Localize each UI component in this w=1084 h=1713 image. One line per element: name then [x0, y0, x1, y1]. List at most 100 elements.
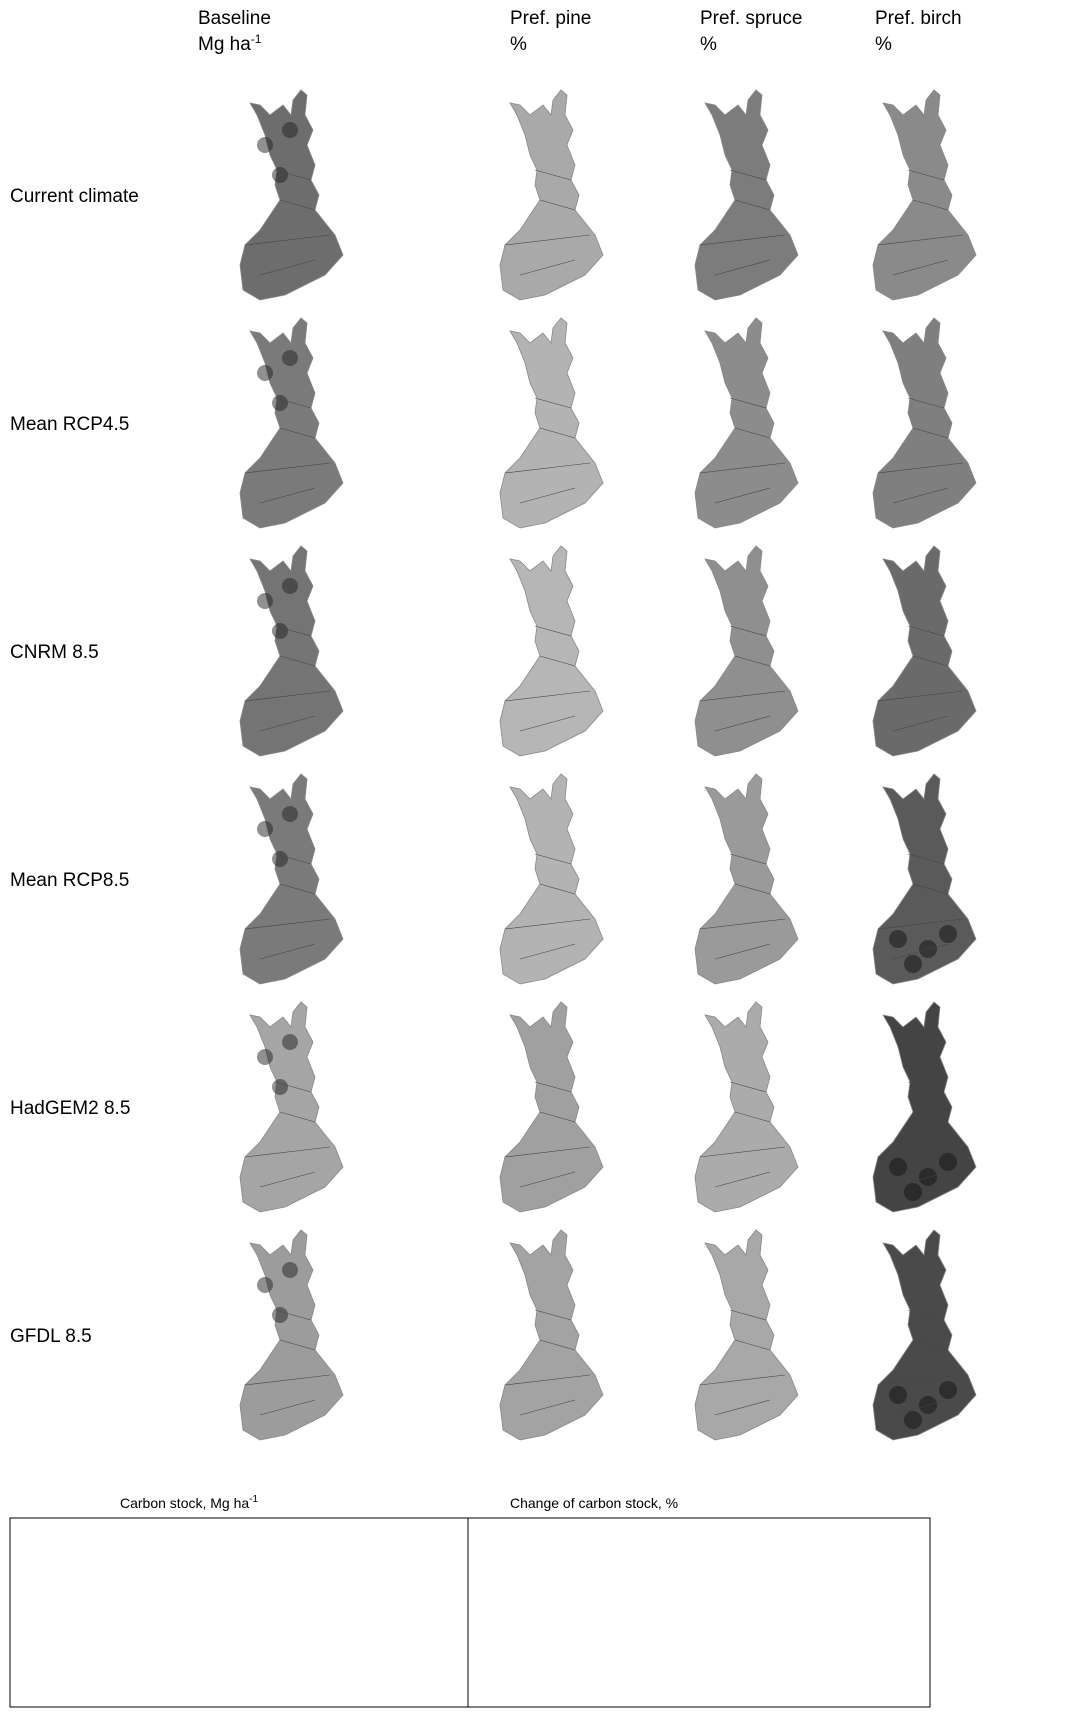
map-patch	[889, 1158, 907, 1176]
map-shape	[695, 1230, 798, 1440]
map-shape	[240, 774, 343, 984]
map-shape	[695, 774, 798, 984]
column-unit: %	[700, 34, 717, 55]
map	[500, 90, 603, 300]
legend-title: Carbon stock, Mg ha-1	[120, 1494, 259, 1511]
map	[240, 546, 343, 756]
map-shape	[873, 318, 976, 528]
map-patch	[904, 1411, 922, 1429]
map-patch	[257, 593, 273, 609]
map	[240, 90, 343, 300]
map	[500, 1002, 603, 1212]
map-patch	[889, 930, 907, 948]
map-patch	[282, 578, 298, 594]
map-shape	[240, 318, 343, 528]
map-patch	[919, 1168, 937, 1186]
map-patch	[282, 350, 298, 366]
map	[873, 774, 976, 984]
map	[240, 1230, 343, 1440]
map-patch	[939, 925, 957, 943]
map-patch	[272, 1079, 288, 1095]
map-patch	[904, 1183, 922, 1201]
figure: BaselineMg ha-1Pref. pine%Pref. spruce%P…	[0, 0, 1084, 1708]
map	[500, 318, 603, 528]
map-shape	[240, 546, 343, 756]
row-label: HadGEM2 8.5	[10, 1098, 130, 1119]
map	[873, 546, 976, 756]
row-label: GFDL 8.5	[10, 1326, 92, 1347]
map-patch	[282, 806, 298, 822]
row-label: CNRM 8.5	[10, 642, 99, 663]
map-patch	[272, 395, 288, 411]
map	[873, 318, 976, 528]
map-shape	[695, 1002, 798, 1212]
legend-title-text: Carbon stock, Mg ha	[120, 1495, 249, 1511]
map-patch	[282, 122, 298, 138]
map-shape	[500, 774, 603, 984]
column-headers: Baseline Mg ha-1 Pref. pine% Pref. spruce% P…	[198, 8, 962, 55]
map-shape	[695, 90, 798, 300]
map-patch	[272, 851, 288, 867]
column-title: Pref. spruce	[700, 8, 802, 29]
map	[695, 774, 798, 984]
column-title: Pref. birch	[875, 8, 962, 29]
map-shape	[500, 546, 603, 756]
column-title: Baseline	[198, 8, 271, 29]
map-shape	[240, 90, 343, 300]
map	[240, 318, 343, 528]
map	[873, 1002, 976, 1212]
map-patch	[257, 821, 273, 837]
unit-text: Mg ha	[198, 34, 251, 55]
map-patch	[257, 137, 273, 153]
column-unit: %	[875, 34, 892, 55]
map	[500, 546, 603, 756]
column-title: Pref. pine	[510, 8, 591, 29]
map	[500, 1230, 603, 1440]
map-patch	[272, 623, 288, 639]
unit-text: %	[700, 34, 717, 55]
map	[240, 774, 343, 984]
map-shape	[873, 90, 976, 300]
unit-text: %	[875, 34, 892, 55]
map-shape	[873, 546, 976, 756]
map-patch	[919, 1396, 937, 1414]
map-shape	[695, 318, 798, 528]
map-patch	[939, 1381, 957, 1399]
row-label: Current climate	[10, 186, 139, 207]
map-shape	[695, 546, 798, 756]
row-label: Mean RCP4.5	[10, 414, 129, 435]
legend-title-sup: -1	[249, 1494, 258, 1505]
column-unit: %	[510, 34, 527, 55]
map	[695, 318, 798, 528]
map-patch	[919, 940, 937, 958]
map-patch	[282, 1034, 298, 1050]
map	[695, 1230, 798, 1440]
map-shape	[500, 1002, 603, 1212]
map	[695, 546, 798, 756]
map	[695, 90, 798, 300]
legend-box	[10, 1518, 468, 1707]
map-patch	[282, 1262, 298, 1278]
map-patch	[889, 1386, 907, 1404]
map-shape	[240, 1230, 343, 1440]
map-shape	[500, 90, 603, 300]
map-patch	[939, 1153, 957, 1171]
map-patch	[272, 167, 288, 183]
map-shape	[500, 1230, 603, 1440]
map-patch	[257, 365, 273, 381]
map	[695, 1002, 798, 1212]
unit-text: %	[510, 34, 527, 55]
map-grid: Current climate Mean RCP4.5 CNRM 8.5 Mean R…	[10, 90, 976, 1440]
unit-sup: -1	[251, 32, 262, 46]
map-shape	[500, 318, 603, 528]
map	[240, 1002, 343, 1212]
map-patch	[257, 1049, 273, 1065]
map-patch	[904, 955, 922, 973]
legend-title: Change of carbon stock, %	[510, 1495, 678, 1511]
map-patch	[272, 1307, 288, 1323]
map	[500, 774, 603, 984]
row-label: Mean RCP8.5	[10, 870, 129, 891]
map	[873, 1230, 976, 1440]
legend-box	[468, 1518, 930, 1707]
map-shape	[240, 1002, 343, 1212]
